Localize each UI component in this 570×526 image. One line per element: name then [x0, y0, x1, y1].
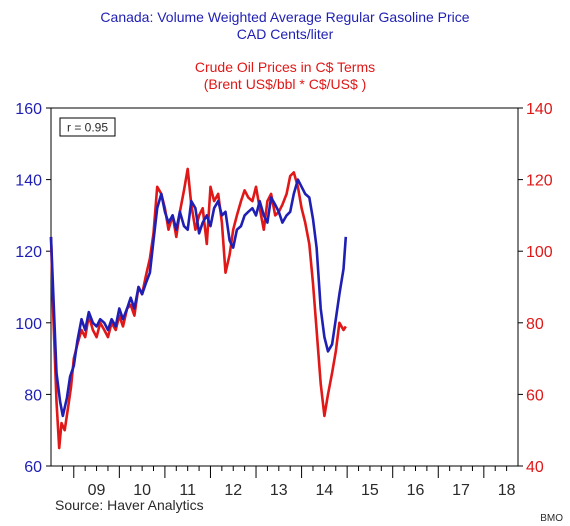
left-y-tick-label: 140	[15, 173, 42, 190]
x-axis: 09 10 11 12 13 14 15 16 17 18	[61, 466, 516, 499]
right-y-tick-label: 80	[526, 316, 544, 333]
x-tick-label: 10	[133, 482, 151, 499]
left-y-tick-label: 80	[24, 387, 42, 404]
crude-oil-series-line	[49, 167, 347, 450]
left-y-tick-label: 60	[24, 459, 42, 476]
annotation-box	[59, 117, 116, 137]
right-y-tick-label: 60	[526, 387, 544, 404]
x-tick-label: 18	[498, 482, 516, 499]
left-y-tick-label: 120	[15, 244, 42, 261]
series-group	[49, 167, 348, 450]
chart-subtitle: Crude Oil Prices in C$ Terms	[195, 59, 375, 75]
chart-title-unit: CAD Cents/liter	[237, 26, 334, 42]
plot-frame	[50, 107, 519, 467]
x-tick-label: 15	[361, 482, 379, 499]
chart-subtitle-note: (Brent US$/bbl * C$/US$ )	[204, 76, 367, 92]
source-note: Source: Haver Analytics	[55, 497, 204, 513]
credit-note: BMO	[540, 513, 563, 524]
x-tick-label: 09	[88, 482, 106, 499]
left-axis: 60 80 100 120 140 160	[15, 101, 51, 476]
annotation-text: r = 0.95	[67, 121, 108, 135]
chart-title: Canada: Volume Weighted Average Regular …	[100, 9, 469, 25]
left-y-tick-label: 100	[15, 316, 42, 333]
x-tick-label: 13	[270, 482, 288, 499]
x-tick-label: 12	[224, 482, 242, 499]
right-axis: 40 60 80 100 120 140	[518, 101, 553, 476]
right-y-tick-label: 100	[526, 244, 553, 261]
right-y-tick-label: 120	[526, 173, 553, 190]
gasoline-price-series-line	[49, 178, 348, 418]
x-tick-label: 16	[407, 482, 425, 499]
right-y-tick-label: 40	[526, 459, 544, 476]
right-y-tick-label: 140	[526, 101, 553, 118]
x-tick-label: 11	[179, 482, 196, 499]
x-tick-label: 17	[452, 482, 470, 499]
left-y-tick-label: 160	[15, 101, 42, 118]
x-tick-label: 14	[315, 482, 333, 499]
